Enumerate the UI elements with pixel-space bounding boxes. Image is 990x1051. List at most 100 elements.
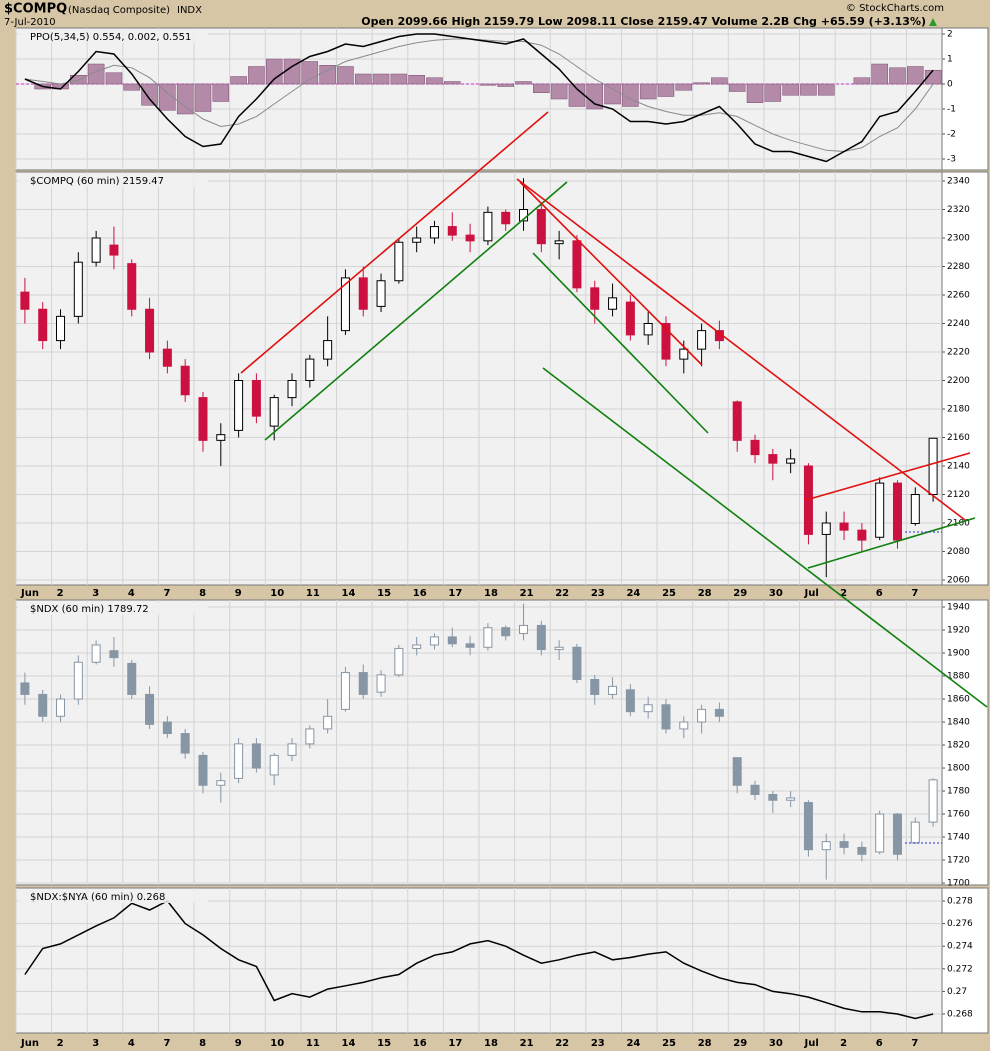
x-tick-label: 15 xyxy=(377,588,391,599)
panel-label-bg xyxy=(18,30,208,43)
y-tick-label: 1820 xyxy=(947,741,970,751)
histogram-bar xyxy=(853,77,871,85)
x-tick-label: 2 xyxy=(57,588,64,599)
x-tick-label: 22 xyxy=(555,1038,569,1049)
candle-body xyxy=(892,482,902,541)
x-tick-label: 11 xyxy=(306,588,320,599)
trend-line xyxy=(519,181,703,366)
candle-body xyxy=(198,754,208,786)
candle-body xyxy=(38,693,48,717)
candle-body xyxy=(768,793,778,801)
y-tick-label: 2280 xyxy=(947,262,970,272)
trend-line xyxy=(807,517,976,569)
candle-body xyxy=(109,244,119,256)
candle-body xyxy=(465,643,475,648)
y-tick-label: 2080 xyxy=(947,547,970,557)
candle-body xyxy=(251,379,261,417)
candle-body xyxy=(234,379,244,431)
y-tick-label: 2180 xyxy=(947,404,970,414)
candle-body xyxy=(412,237,422,243)
symbol-name: (Nasdaq Composite) xyxy=(68,5,170,16)
x-tick-label: 10 xyxy=(270,588,284,599)
candle-body xyxy=(554,646,564,651)
y-tick-label: 2200 xyxy=(947,376,970,386)
candle-body xyxy=(287,743,297,756)
x-tick-label: 23 xyxy=(591,1038,605,1049)
candle-body xyxy=(768,454,778,464)
y-tick-label: 0.27 xyxy=(947,987,967,997)
x-tick-label: 16 xyxy=(413,1038,427,1049)
y-tick-label: 1720 xyxy=(947,856,970,866)
histogram-bar xyxy=(426,77,443,85)
y-tick-label: 1 xyxy=(947,55,953,65)
x-tick-label: Jul xyxy=(804,588,819,599)
y-tick-label: 1920 xyxy=(947,626,970,636)
panel-label-bg xyxy=(18,602,208,615)
line-series xyxy=(24,900,934,1020)
histogram-bar xyxy=(230,76,247,85)
x-tick-label: 17 xyxy=(448,1038,462,1049)
chart-date: 7-Jul-2010 xyxy=(4,17,56,28)
candle-body xyxy=(73,261,83,317)
candle-body xyxy=(786,797,796,801)
candle-body xyxy=(73,661,83,700)
trend-line xyxy=(264,181,568,441)
line-series xyxy=(24,33,934,163)
candle-body xyxy=(839,522,849,531)
y-tick-label: 1760 xyxy=(947,810,970,820)
trend-line xyxy=(532,252,709,434)
candle-body xyxy=(287,379,297,399)
candle-body xyxy=(376,674,386,693)
candle-body xyxy=(732,401,742,441)
candle-body xyxy=(697,330,707,350)
candle-body xyxy=(198,397,208,441)
trend-line xyxy=(542,367,988,708)
trend-line xyxy=(240,111,549,374)
x-tick-label: 22 xyxy=(555,588,569,599)
candle-body xyxy=(394,647,404,676)
trend-line xyxy=(516,178,966,521)
x-tick-label: 7 xyxy=(911,588,918,599)
credit: © StockCharts.com xyxy=(846,3,944,14)
x-tick-label: 30 xyxy=(769,588,783,599)
candle-body xyxy=(447,636,457,645)
candle-body xyxy=(732,757,742,786)
x-tick-label: 7 xyxy=(163,588,170,599)
candle-body xyxy=(127,263,137,310)
x-tick-label: 30 xyxy=(769,1038,783,1049)
candle-body xyxy=(340,277,350,332)
y-tick-label: 0.278 xyxy=(947,896,973,906)
panel-label: $COMPQ (60 min) 2159.47 xyxy=(30,176,164,187)
y-tick-label: 1940 xyxy=(947,603,970,613)
x-tick-label: 25 xyxy=(662,588,676,599)
candle-body xyxy=(821,841,831,851)
x-tick-label: 2 xyxy=(57,1038,64,1049)
candle-body xyxy=(608,297,618,310)
candle-body xyxy=(145,308,155,353)
candle-body xyxy=(928,779,938,823)
x-tick-label: 8 xyxy=(199,588,206,599)
histogram-bar xyxy=(889,67,906,85)
candle-body xyxy=(839,841,849,848)
histogram-bar xyxy=(479,83,497,86)
candle-body xyxy=(554,240,564,245)
histogram-bar xyxy=(123,83,141,91)
x-tick-label: 7 xyxy=(911,1038,918,1049)
candle-body xyxy=(857,529,867,541)
candle-body xyxy=(661,704,671,730)
y-tick-label: 0.268 xyxy=(947,1010,973,1020)
candle-body xyxy=(394,241,404,282)
panel-label-bg xyxy=(18,890,208,903)
candle-body xyxy=(162,348,172,367)
y-tick-label: -3 xyxy=(947,155,956,165)
candle-body xyxy=(91,644,101,663)
x-tick-label: 21 xyxy=(520,588,534,599)
histogram-bar xyxy=(907,66,924,85)
histogram-bar xyxy=(372,73,390,85)
candle-body xyxy=(875,813,885,853)
candle-body xyxy=(572,240,582,289)
candle-body xyxy=(234,743,244,779)
histogram-bar xyxy=(248,66,265,85)
x-tick-label: 4 xyxy=(128,1038,135,1049)
candle-body xyxy=(910,821,920,844)
